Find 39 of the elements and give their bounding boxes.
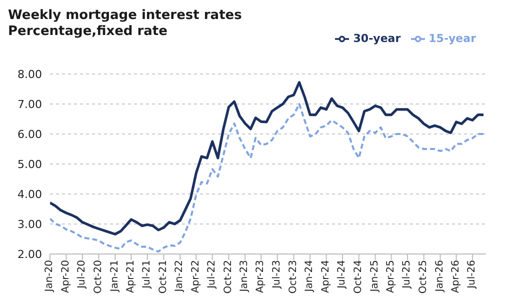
- chart-subtitle: Percentage,fixed rate: [8, 24, 168, 40]
- chart-title: Weekly mortgage interest rates: [8, 8, 242, 24]
- y-tick-label: 7.00: [18, 98, 42, 111]
- x-tick-label: Apr-22: [190, 260, 202, 293]
- x-tick-label: Oct-20: [92, 260, 104, 294]
- x-tick-label: Apr-21: [125, 260, 136, 293]
- x-tick-label: Apr-20: [60, 260, 72, 293]
- x-tick-label: Jan-25: [369, 260, 380, 293]
- x-tick-label: Oct-21: [158, 260, 169, 294]
- x-tick-label: Jul-20: [76, 260, 88, 290]
- y-tick-label: 6.00: [18, 128, 42, 141]
- y-tick-label: 5.00: [18, 158, 42, 171]
- y-tick-label: 2.00: [18, 248, 42, 261]
- x-tick-label: Jul-24: [336, 260, 348, 290]
- x-tick-label: Oct-25: [418, 260, 429, 294]
- x-tick-label: Jan-20: [44, 260, 56, 293]
- line-series: [50, 81, 485, 236]
- x-tick-label: Jul-23: [271, 260, 282, 290]
- y-tick-label: 4.00: [18, 188, 42, 201]
- x-tick-label: Jul-22: [206, 260, 218, 290]
- x-tick-label: Jan-23: [239, 260, 250, 293]
- x-tick-label: Jul-26: [466, 260, 478, 290]
- legend-label: 30-year: [353, 32, 401, 46]
- x-tick-label: Apr-25: [385, 260, 396, 293]
- legend-label: 15-year: [428, 32, 476, 46]
- x-tick-label: Jan-24: [304, 260, 316, 293]
- y-tick-label: 3.00: [18, 218, 42, 231]
- x-tick-label: Apr-26: [450, 260, 462, 293]
- x-tick-label: Oct-22: [222, 260, 234, 294]
- x-tick-label: Jan-21: [109, 260, 120, 293]
- x-tick-label: Jan-26: [434, 260, 446, 293]
- x-tick-label: Oct-24: [352, 260, 364, 294]
- x-tick-label: Apr-23: [255, 260, 266, 293]
- x-tick-label: Jul-25: [402, 260, 413, 290]
- x-tick-label: Apr-24: [320, 260, 332, 293]
- x-tick-label: Oct-23: [288, 260, 299, 294]
- x-tick-label: Jan-22: [174, 260, 186, 293]
- x-tick-label: Jul-21: [141, 260, 152, 290]
- y-tick-label: 8.00: [18, 68, 42, 81]
